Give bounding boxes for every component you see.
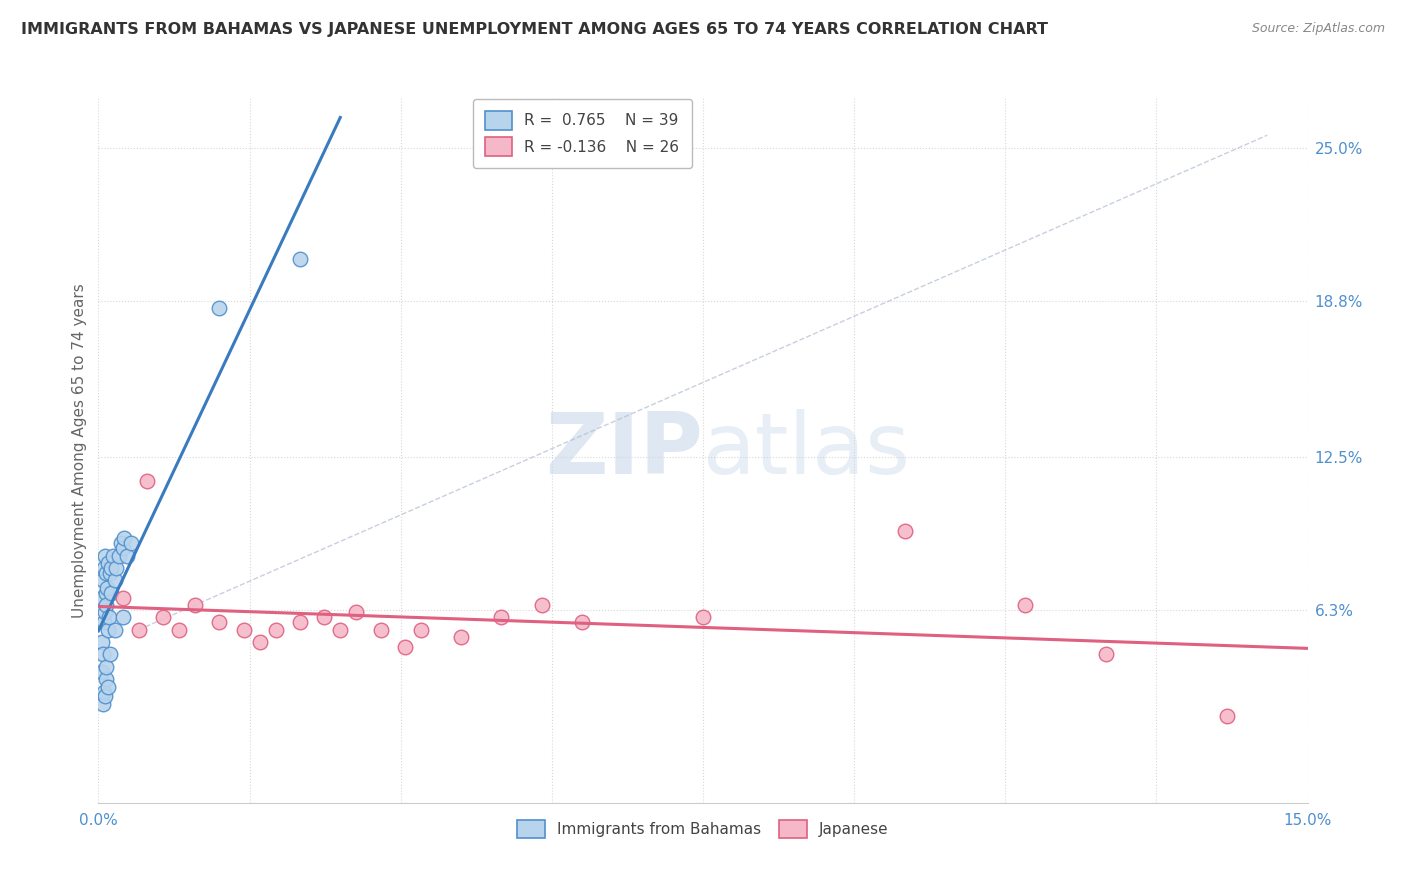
Point <box>128 623 150 637</box>
Point <box>184 598 207 612</box>
Point <box>97 680 120 694</box>
Point <box>329 623 352 637</box>
Point <box>208 615 231 630</box>
Point <box>91 574 114 588</box>
Point <box>107 549 129 563</box>
Point <box>105 561 128 575</box>
Point <box>93 684 115 698</box>
Point <box>1014 598 1036 612</box>
Point <box>208 301 231 316</box>
Point <box>115 549 138 563</box>
Point <box>91 591 114 605</box>
Text: ZIP: ZIP <box>546 409 703 492</box>
Point <box>450 630 472 644</box>
Point <box>91 635 114 649</box>
Point <box>97 623 120 637</box>
Point <box>288 615 311 630</box>
Point <box>1095 648 1118 662</box>
Point <box>96 566 118 580</box>
Point <box>394 640 416 654</box>
Point <box>370 623 392 637</box>
Point <box>152 610 174 624</box>
Point <box>110 536 132 550</box>
Point <box>409 623 432 637</box>
Point <box>100 585 122 599</box>
Legend: Immigrants from Bahamas, Japanese: Immigrants from Bahamas, Japanese <box>512 814 894 845</box>
Point <box>93 615 115 630</box>
Point <box>111 610 134 624</box>
Point <box>344 606 367 620</box>
Point <box>692 610 714 624</box>
Point <box>135 475 157 489</box>
Point <box>94 690 117 704</box>
Point <box>98 566 121 580</box>
Point <box>120 536 142 550</box>
Point <box>232 623 254 637</box>
Point <box>94 549 117 563</box>
Point <box>264 623 287 637</box>
Point <box>96 660 118 674</box>
Point <box>94 585 117 599</box>
Point <box>167 623 190 637</box>
Y-axis label: Unemployment Among Ages 65 to 74 years: Unemployment Among Ages 65 to 74 years <box>72 283 87 618</box>
Point <box>314 610 336 624</box>
Point <box>96 581 118 595</box>
Point <box>96 598 118 612</box>
Point <box>93 561 115 575</box>
Point <box>1216 709 1239 723</box>
Point <box>94 606 117 620</box>
Point <box>249 635 271 649</box>
Point <box>103 574 125 588</box>
Point <box>97 610 120 624</box>
Point <box>111 591 134 605</box>
Text: Source: ZipAtlas.com: Source: ZipAtlas.com <box>1251 22 1385 36</box>
Point <box>111 541 134 555</box>
Point <box>112 531 135 545</box>
Point <box>103 623 125 637</box>
Point <box>98 648 121 662</box>
Point <box>97 556 120 570</box>
Point <box>100 561 122 575</box>
Point <box>101 549 124 563</box>
Point <box>91 648 114 662</box>
Point <box>94 672 117 686</box>
Point <box>893 524 915 538</box>
Text: atlas: atlas <box>703 409 911 492</box>
Point <box>288 252 311 266</box>
Point <box>571 615 593 630</box>
Point <box>91 697 114 711</box>
Point <box>91 665 114 679</box>
Point <box>491 610 513 624</box>
Text: IMMIGRANTS FROM BAHAMAS VS JAPANESE UNEMPLOYMENT AMONG AGES 65 TO 74 YEARS CORRE: IMMIGRANTS FROM BAHAMAS VS JAPANESE UNEM… <box>21 22 1047 37</box>
Point <box>530 598 553 612</box>
